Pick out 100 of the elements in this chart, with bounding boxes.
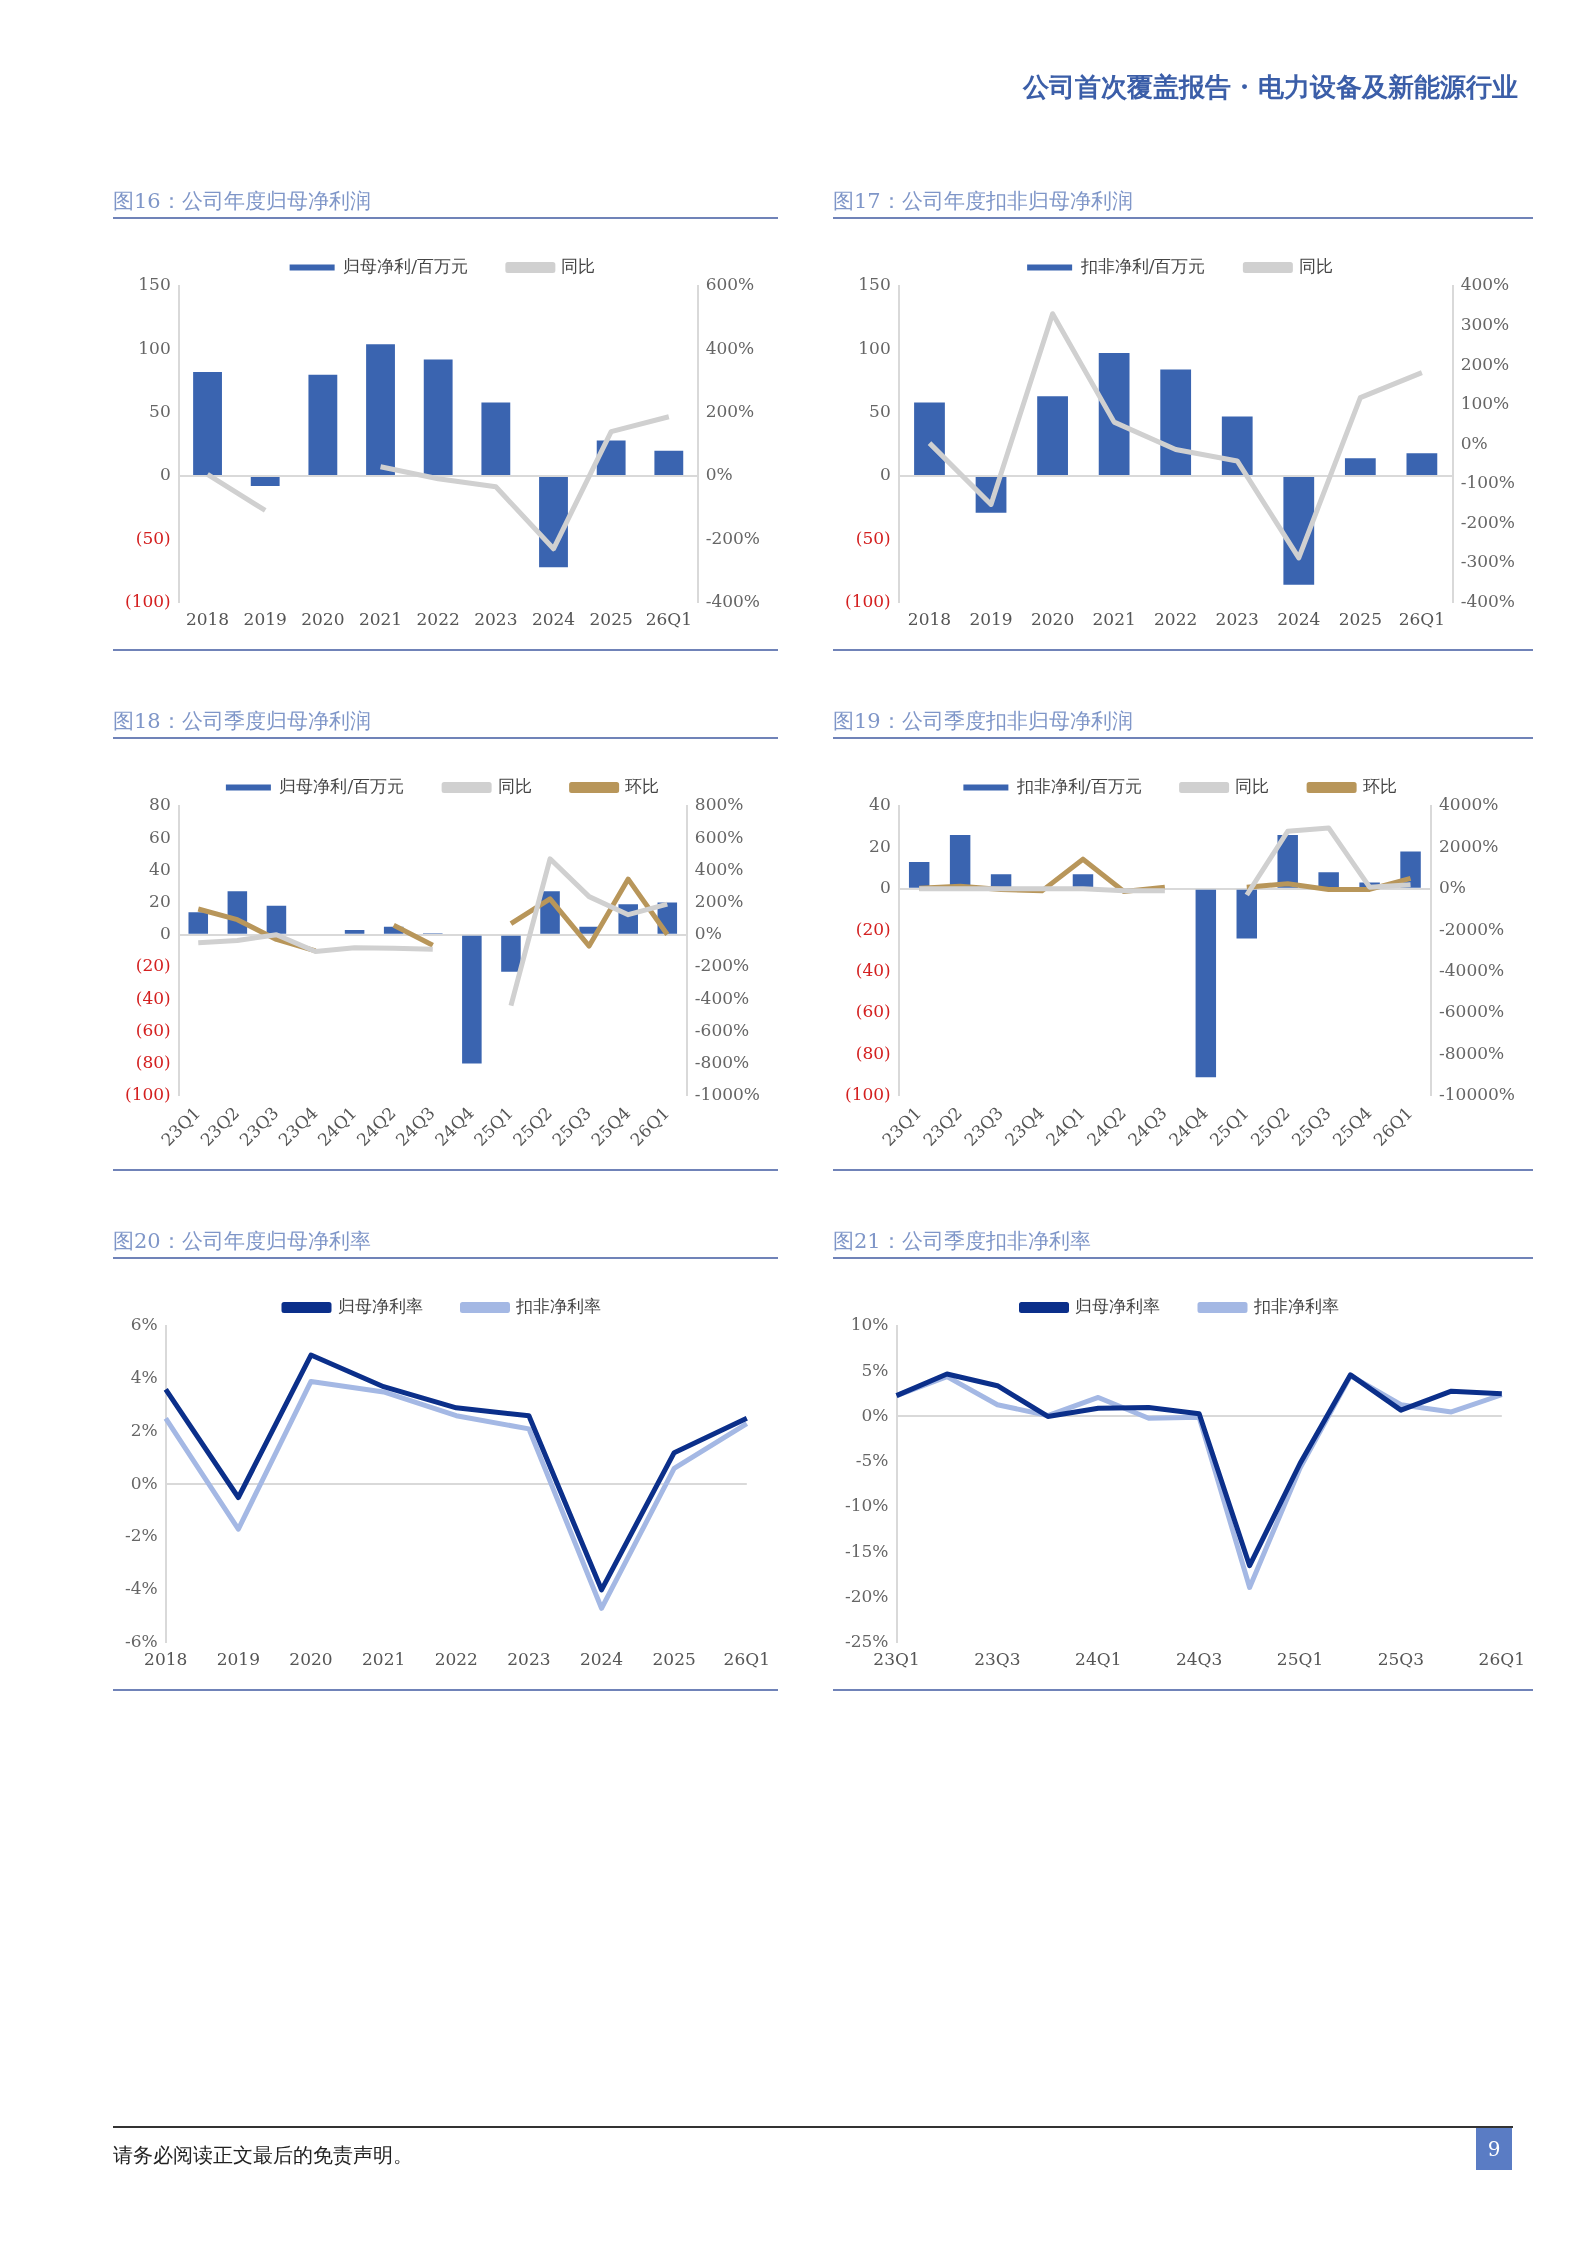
y-tick-label: 60: [149, 826, 171, 847]
y2-tick-label: -400%: [1460, 591, 1516, 612]
y-tick-label: 20: [869, 835, 891, 856]
legend-label: 归母净利/百万元: [343, 255, 468, 276]
legend-label: 扣非净利率: [1252, 1295, 1339, 1316]
x-tick-label: 2018: [185, 609, 230, 630]
y-tick-label: (100): [124, 591, 171, 612]
y2-tick-label: -200%: [1460, 511, 1516, 532]
y-tick-label: -5%: [855, 1450, 889, 1471]
chart-title: 图16：公司年度归母净利润: [113, 185, 778, 219]
x-tick-label: 2024: [1277, 609, 1321, 630]
x-tick-label: 26Q1: [1398, 609, 1446, 630]
x-tick-label: 2020: [289, 1649, 333, 1670]
legend-label: 扣非净利率: [515, 1295, 601, 1316]
chart-title: 图19：公司季度扣非归母净利润: [833, 705, 1533, 739]
y2-tick-label: -200%: [694, 955, 750, 976]
x-tick-label: 2018: [144, 1649, 188, 1670]
y2-tick-label: -10000%: [1439, 1084, 1516, 1105]
y2-tick-label: 0%: [1460, 432, 1488, 453]
y-tick-label: (100): [844, 591, 891, 612]
legend-label: 环比: [1362, 775, 1397, 796]
x-tick-label: 2021: [1092, 609, 1136, 630]
y2-tick-label: -4000%: [1439, 960, 1505, 981]
y-tick-label: 0: [879, 464, 891, 485]
y-tick-label: (50): [855, 527, 891, 548]
y2-tick-label: 200%: [705, 401, 755, 422]
y-tick-label: 100: [858, 337, 891, 358]
y2-tick-label: -1000%: [694, 1084, 761, 1105]
y2-tick-label: 600%: [705, 274, 755, 295]
x-tick-label: 2021: [358, 609, 403, 630]
y-tick-label: (50): [135, 527, 171, 548]
y2-tick-label: 4000%: [1439, 794, 1499, 815]
y2-tick-label: 400%: [694, 858, 744, 879]
y-tick-label: (80): [135, 1052, 171, 1072]
y2-tick-label: 200%: [1460, 353, 1510, 374]
x-tick-label: 2019: [216, 1649, 260, 1670]
y-tick-label: 20: [149, 891, 171, 912]
x-tick-label: 2024: [579, 1649, 624, 1670]
x-tick-label: 2023: [474, 609, 518, 630]
y-tick-label: 50: [869, 401, 891, 422]
x-tick-label: 24Q1: [1075, 1649, 1122, 1670]
y-tick-label: 10%: [850, 1314, 889, 1335]
x-tick-label: 24Q3: [1175, 1649, 1223, 1670]
y2-tick-label: 300%: [1460, 314, 1510, 334]
legend-label: 同比: [561, 255, 596, 276]
y-tick-label: 0: [159, 464, 171, 485]
y2-tick-label: 0%: [705, 464, 733, 485]
x-tick-label: 2020: [1030, 609, 1075, 630]
y2-tick-label: 0%: [694, 923, 722, 944]
y2-tick-label: -400%: [694, 987, 750, 1008]
legend-label: 同比: [1235, 775, 1270, 796]
legend-label: 环比: [625, 775, 660, 796]
x-tick-label: 2019: [969, 609, 1013, 630]
y-tick-label: -15%: [845, 1540, 889, 1561]
y-tick-label: 150: [138, 274, 171, 295]
y2-tick-label: 200%: [694, 891, 744, 912]
y2-tick-label: 2000%: [1439, 835, 1499, 856]
x-tick-label: 2018: [907, 609, 952, 630]
y-tick-label: 2%: [130, 1419, 158, 1440]
y2-tick-label: -100%: [1460, 472, 1516, 493]
chart-title: 图18：公司季度归母净利润: [113, 705, 778, 739]
x-tick-label: 2022: [434, 1649, 478, 1670]
y2-tick-label: 400%: [1460, 274, 1510, 295]
chart-title: 图17：公司年度扣非归母净利润: [833, 185, 1533, 219]
legend-label: 同比: [1298, 255, 1333, 276]
text: 公司首次覆盖报告 · 电力设备及新能源行业: [1022, 71, 1518, 104]
y2-tick-label: 100%: [1460, 393, 1510, 414]
y2-tick-label: -200%: [705, 527, 761, 548]
y-tick-label: 150: [858, 274, 891, 295]
y-tick-label: 0%: [861, 1404, 889, 1425]
x-tick-label: 2019: [243, 609, 287, 630]
y-tick-label: 4%: [130, 1367, 158, 1388]
legend-label: 归母净利率: [1075, 1295, 1160, 1316]
y2-tick-label: 600%: [694, 826, 744, 847]
y-tick-label: 50: [149, 401, 171, 422]
y-tick-label: (60): [135, 1019, 171, 1040]
y-tick-label: 100: [138, 337, 171, 358]
y2-tick-label: 0%: [1439, 877, 1467, 898]
x-tick-label: 2021: [361, 1649, 406, 1670]
y-tick-label: (60): [855, 1001, 891, 1022]
text: 9: [1476, 2128, 1512, 2170]
x-tick-label: 23Q1: [873, 1649, 920, 1670]
y-tick-label: 5%: [861, 1359, 889, 1380]
y-tick-label: 6%: [130, 1314, 158, 1335]
y2-tick-label: 400%: [705, 337, 755, 358]
x-tick-label: 26Q1: [723, 1649, 770, 1670]
y-tick-label: (80): [855, 1042, 891, 1063]
y2-tick-label: -6000%: [1439, 1001, 1505, 1022]
y-tick-label: (40): [135, 987, 171, 1008]
y-tick-label: -2%: [124, 1525, 158, 1546]
x-tick-label: 2025: [652, 1649, 696, 1670]
x-tick-label: 2023: [507, 1649, 551, 1670]
y-tick-label: -25%: [845, 1631, 889, 1652]
x-tick-label: 23Q3: [974, 1649, 1021, 1670]
y2-tick-label: -800%: [694, 1052, 750, 1072]
y-tick-label: (100): [124, 1084, 171, 1105]
legend-label: 归母净利率: [337, 1295, 423, 1316]
y2-tick-label: -400%: [705, 591, 761, 612]
x-tick-label: 26Q1: [1478, 1649, 1525, 1670]
y2-tick-label: -8000%: [1439, 1042, 1505, 1063]
